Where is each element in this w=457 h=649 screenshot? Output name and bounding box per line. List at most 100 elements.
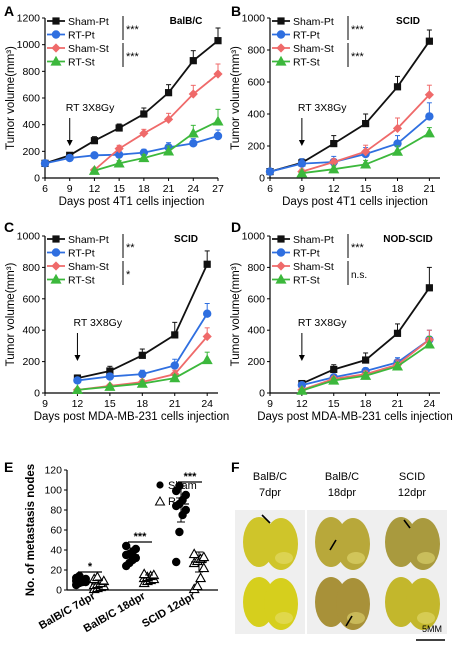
data-point bbox=[296, 167, 308, 178]
arrow bbox=[261, 514, 271, 524]
data-point bbox=[393, 329, 402, 337]
series-line bbox=[44, 39, 219, 165]
sig-label: *** bbox=[351, 24, 365, 36]
legend-label: Sham-Pt bbox=[293, 16, 334, 28]
data-point bbox=[188, 89, 198, 99]
highlight bbox=[275, 552, 293, 564]
legend-label: RT-St bbox=[293, 56, 320, 68]
y-tick-label: 800 bbox=[22, 262, 40, 274]
data-point bbox=[423, 127, 435, 138]
series-line bbox=[94, 120, 219, 172]
data-point bbox=[90, 137, 99, 145]
data-point bbox=[392, 123, 403, 133]
data-point bbox=[195, 572, 207, 583]
data-point bbox=[188, 548, 200, 559]
sig-label: *** bbox=[126, 51, 140, 63]
series-line bbox=[301, 338, 430, 391]
data-point bbox=[139, 128, 149, 138]
data-point bbox=[423, 338, 435, 349]
y-axis-label: Tumor volume(mm³) bbox=[230, 262, 242, 366]
annotation-label: RT 3X8Gy bbox=[66, 102, 115, 114]
data-point bbox=[202, 309, 212, 318]
y-tick-label: 600 bbox=[22, 293, 40, 305]
data-point bbox=[360, 370, 372, 380]
panel-letter-f: F bbox=[231, 459, 240, 475]
sig-label: * bbox=[126, 269, 131, 281]
legend-marker bbox=[276, 43, 286, 53]
y-tick-label: 800 bbox=[247, 262, 265, 274]
sig-label: *** bbox=[351, 242, 365, 254]
y-tick-label: 100 bbox=[44, 485, 62, 497]
highlight bbox=[417, 612, 435, 624]
x-tick-label: 9 bbox=[67, 183, 73, 195]
column-title: BalB/C bbox=[253, 471, 287, 483]
data-point bbox=[425, 37, 433, 45]
data-point bbox=[138, 351, 146, 359]
series-line bbox=[269, 115, 430, 173]
data-point bbox=[425, 112, 434, 121]
sig-label: *** bbox=[351, 51, 365, 63]
y-tick-label: 600 bbox=[247, 293, 265, 305]
y-axis-label: Tumor volume(mm³) bbox=[230, 46, 242, 150]
lung-image bbox=[235, 510, 305, 574]
legend-marker bbox=[51, 261, 61, 271]
legend-marker bbox=[51, 43, 61, 53]
legend-marker bbox=[276, 248, 286, 257]
arrow bbox=[403, 519, 411, 529]
y-tick-label: 800 bbox=[22, 66, 40, 78]
data-point bbox=[361, 147, 371, 157]
data-point bbox=[138, 369, 147, 379]
legend-marker bbox=[275, 55, 287, 66]
sig-label: * bbox=[88, 561, 93, 573]
data-point bbox=[171, 557, 181, 567]
x-tick-label: 6 bbox=[42, 183, 48, 195]
x-tick-label: 15 bbox=[328, 398, 340, 410]
y-tick-label: 1000 bbox=[17, 39, 41, 51]
arrow bbox=[345, 615, 353, 627]
legend-label: Sham-St bbox=[68, 261, 109, 273]
chart-panel-a: 0 200 400 600 800 1000 1200 6 9 12 15 18 21 24 27 Days … bbox=[5, 13, 224, 209]
y-tick-label: 1000 bbox=[242, 231, 266, 243]
x-tick-label: 9 bbox=[299, 183, 305, 195]
legend-marker bbox=[276, 30, 286, 39]
y-tick-label: 120 bbox=[44, 465, 62, 477]
y-tick-label: 800 bbox=[247, 45, 265, 57]
legend-marker bbox=[276, 261, 286, 271]
data-point bbox=[212, 115, 224, 126]
data-point bbox=[191, 580, 203, 591]
highlight bbox=[417, 552, 435, 564]
arrow bbox=[329, 539, 337, 551]
series-rt-st bbox=[71, 351, 213, 395]
legend-label: RT-Pt bbox=[293, 247, 320, 259]
data-point bbox=[214, 37, 222, 45]
legend-label: RT-Pt bbox=[68, 29, 95, 41]
data-point bbox=[88, 164, 100, 175]
series-sham-st bbox=[89, 63, 223, 175]
x-tick-label: 9 bbox=[42, 398, 48, 410]
x-tick-label: 24 bbox=[424, 398, 436, 410]
series-rt-st bbox=[296, 335, 435, 395]
group-3: *** SCID 12dpr bbox=[140, 471, 210, 630]
sig-label: *** bbox=[184, 471, 198, 483]
data-point bbox=[115, 124, 123, 132]
data-point bbox=[181, 490, 190, 500]
scale-label: 5MM bbox=[422, 624, 442, 634]
y-tick-label: 40 bbox=[50, 545, 62, 557]
panel-letter-e: E bbox=[4, 459, 13, 475]
x-tick-label: 12 bbox=[296, 398, 308, 410]
y-tick-label: 200 bbox=[247, 356, 265, 368]
panel-letter-d: D bbox=[231, 219, 241, 235]
data-point bbox=[138, 152, 150, 163]
data-point bbox=[330, 140, 338, 148]
data-point bbox=[114, 144, 124, 154]
data-point bbox=[90, 151, 99, 160]
data-point bbox=[362, 120, 370, 128]
data-point bbox=[265, 167, 275, 176]
data-point bbox=[201, 354, 213, 365]
series-rt-st bbox=[88, 108, 224, 175]
x-axis-label: Days post 4T1 cells injection bbox=[282, 196, 428, 208]
